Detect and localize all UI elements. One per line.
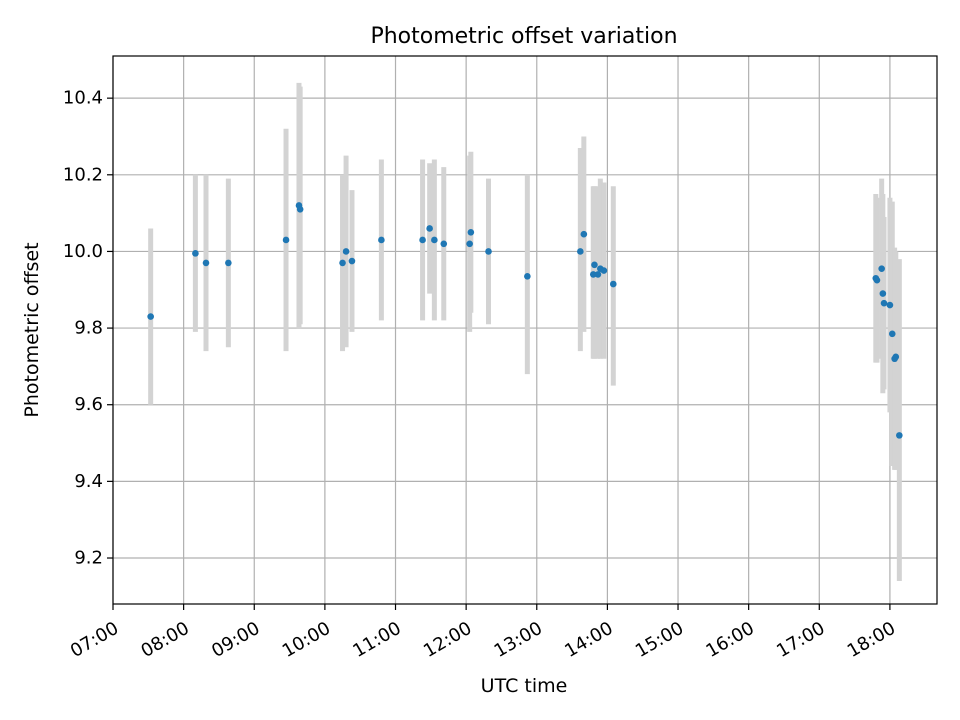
data-point (431, 236, 438, 244)
data-point (594, 271, 602, 278)
y-tick-label: 9.6 (74, 394, 103, 415)
y-tick-label: 10.4 (63, 88, 103, 109)
chart-title: Photometric offset variation (370, 24, 677, 49)
data-point (202, 259, 210, 267)
data-point (419, 236, 426, 244)
y-tick-label: 10.2 (63, 164, 103, 185)
data-point (589, 271, 597, 278)
data-point (348, 257, 356, 265)
data-point (892, 353, 900, 361)
y-tick-label: 9.4 (74, 471, 103, 492)
plot-frame (112, 55, 938, 605)
data-point (342, 248, 350, 255)
data-point (282, 236, 290, 244)
data-point (580, 230, 588, 238)
x-axis-label: UTC time (481, 675, 568, 697)
data-point (878, 265, 885, 272)
data-point (888, 330, 896, 338)
data-point (339, 259, 346, 267)
y-axis-ticks: 9.2 9.4 9.6 9.8 10.0 10.2 10.4 (63, 88, 113, 569)
y-tick-label: 9.2 (74, 548, 103, 569)
data-point (591, 261, 598, 269)
data-point (609, 280, 617, 288)
data-point (147, 313, 154, 320)
data-point (577, 248, 584, 255)
data-point (880, 299, 888, 307)
y-axis-label: Photometric offset (21, 242, 43, 417)
data-point (600, 267, 608, 274)
data-point (873, 276, 881, 284)
data-point (524, 273, 531, 280)
data-point (466, 240, 473, 248)
data-point (440, 240, 448, 248)
data-point (485, 248, 492, 255)
data-points (147, 202, 903, 439)
y-tick-label: 10.0 (63, 241, 103, 262)
data-point (886, 301, 894, 309)
data-point (467, 228, 475, 236)
data-point (225, 259, 232, 267)
y-tick-label: 9.8 (74, 318, 103, 339)
data-point (879, 290, 887, 297)
data-point (296, 205, 304, 213)
data-point (426, 225, 433, 232)
data-point (192, 250, 199, 257)
data-point (896, 432, 903, 439)
data-point (378, 236, 385, 244)
